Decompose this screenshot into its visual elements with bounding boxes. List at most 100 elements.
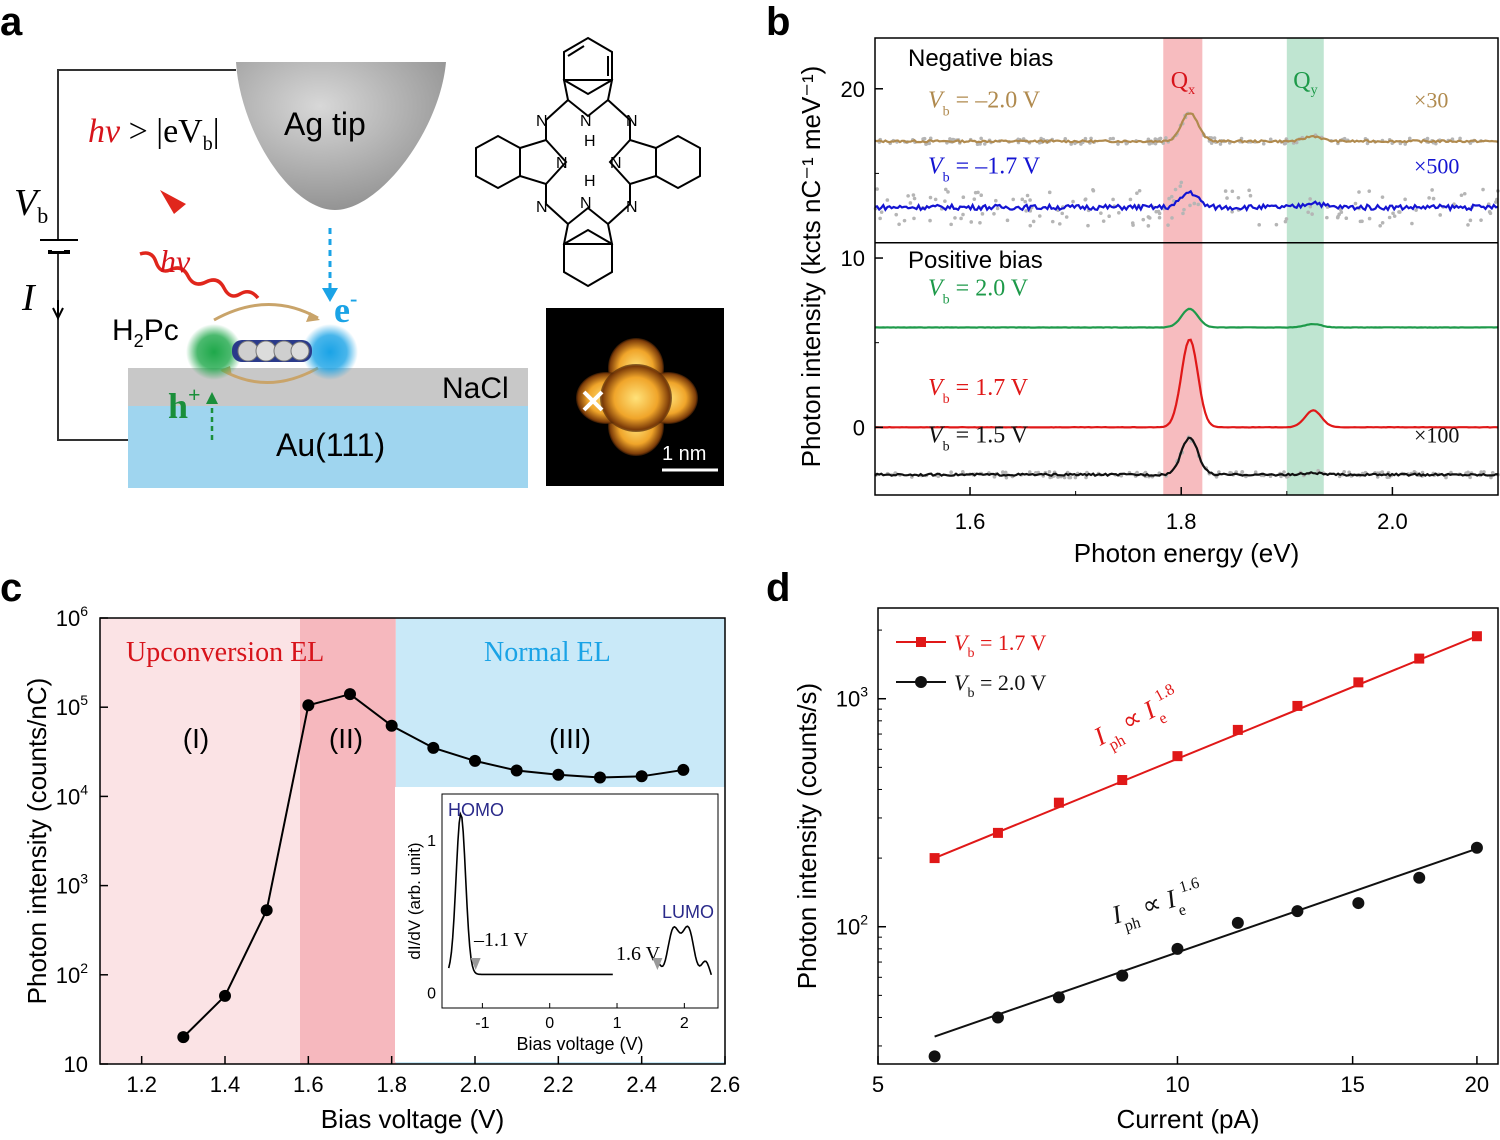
raw-point bbox=[980, 212, 985, 216]
raw-point bbox=[961, 212, 965, 217]
raw-point bbox=[1178, 184, 1183, 188]
raw-point bbox=[1028, 223, 1033, 228]
au-label: Au(111) bbox=[276, 427, 385, 463]
raw-point bbox=[1024, 209, 1028, 213]
tip-label: Ag tip bbox=[284, 106, 366, 142]
raw-point bbox=[943, 187, 948, 192]
raw-point bbox=[1164, 136, 1168, 140]
raw-point bbox=[894, 212, 899, 217]
raw-point bbox=[1357, 190, 1361, 194]
raw-point bbox=[1037, 214, 1042, 218]
data-point-circle bbox=[1291, 905, 1304, 918]
data-point-circle bbox=[1231, 916, 1244, 929]
raw-point bbox=[1196, 202, 1201, 207]
fit-annotation-1: Iph ∝ Ie1.6 bbox=[1107, 875, 1207, 938]
raw-point bbox=[1397, 210, 1401, 214]
raw-point bbox=[1004, 475, 1009, 480]
raw-point bbox=[1230, 189, 1235, 194]
data-point-circle bbox=[928, 1050, 941, 1063]
svg-text:H: H bbox=[584, 173, 596, 190]
tip-position-marker-icon bbox=[582, 390, 604, 412]
raw-point bbox=[1099, 211, 1103, 215]
raw-point bbox=[1057, 222, 1062, 226]
series-label-0: Vb = –2.0 V bbox=[928, 87, 1041, 119]
raw-point bbox=[1091, 187, 1095, 192]
x-tick-label: 2.0 bbox=[460, 1072, 491, 1097]
raw-point bbox=[1342, 470, 1346, 474]
data-point-circle bbox=[1413, 871, 1426, 884]
homo-arrow-icon bbox=[470, 958, 481, 970]
raw-point bbox=[1427, 196, 1431, 200]
raw-point bbox=[1146, 224, 1151, 228]
raw-point bbox=[1141, 217, 1146, 222]
raw-point bbox=[1225, 196, 1229, 200]
y-tick-label: 105 bbox=[56, 692, 88, 720]
raw-point bbox=[1283, 141, 1288, 146]
data-point bbox=[219, 989, 231, 1002]
raw-point bbox=[1111, 197, 1115, 202]
raw-point bbox=[1462, 191, 1467, 196]
plot-frame bbox=[877, 607, 1499, 1065]
raw-point bbox=[1268, 137, 1273, 142]
raw-point bbox=[1182, 207, 1186, 212]
raw-point bbox=[912, 216, 916, 221]
scale-bar-label: 1 nm bbox=[662, 443, 706, 465]
raw-point bbox=[1064, 215, 1069, 219]
molecule-model bbox=[232, 340, 312, 362]
panel-b-chart: Qx Qy Vb = –2.0 V ×30 Vb = –1.7 V ×500 Vb = 2.… bbox=[796, 37, 1500, 568]
svg-text:N: N bbox=[610, 155, 622, 172]
y-axis-label: Photon intensity (counts/nC) bbox=[22, 678, 52, 1005]
raw-point bbox=[1027, 470, 1032, 474]
series-scale-4: ×100 bbox=[1414, 423, 1459, 448]
svg-text:N: N bbox=[556, 155, 568, 172]
electron-label: e- bbox=[334, 286, 357, 330]
raw-point bbox=[1101, 219, 1106, 223]
raw-point bbox=[1468, 475, 1472, 480]
raw-point bbox=[1468, 218, 1473, 223]
hole-label: h+ bbox=[168, 382, 201, 426]
svg-text:N: N bbox=[626, 199, 638, 216]
raw-point bbox=[1430, 188, 1434, 192]
raw-point bbox=[1367, 189, 1372, 193]
raw-point bbox=[1282, 470, 1286, 474]
band-0 bbox=[1163, 38, 1203, 495]
region-id-III: (III) bbox=[549, 723, 591, 754]
raw-point bbox=[1148, 141, 1152, 146]
svg-text:N: N bbox=[536, 199, 548, 216]
section-label-positive: Positive bias bbox=[908, 247, 1043, 274]
inset-x-tick-label: 2 bbox=[680, 1015, 689, 1032]
raw-point bbox=[982, 142, 987, 146]
raw-point bbox=[1011, 197, 1016, 202]
raw-point bbox=[1083, 136, 1088, 141]
data-point-square bbox=[1292, 700, 1303, 711]
raw-point bbox=[1166, 223, 1170, 227]
raw-point bbox=[1107, 214, 1111, 219]
x-tick-label: 2.2 bbox=[543, 1072, 574, 1097]
svg-text:N: N bbox=[536, 113, 548, 130]
panel-c-chart: Upconversion EL Normal EL (I) (II) (III) -1 0 1… bbox=[22, 603, 740, 1134]
raw-point bbox=[928, 218, 932, 223]
y-tick-label: 10 bbox=[841, 246, 865, 271]
raw-point bbox=[906, 194, 910, 198]
raw-point bbox=[1089, 136, 1093, 141]
raw-point bbox=[1358, 219, 1363, 224]
raw-point bbox=[1108, 136, 1113, 141]
raw-point bbox=[1128, 197, 1133, 202]
inset-x-label: Bias voltage (V) bbox=[516, 1034, 643, 1054]
raw-point bbox=[948, 137, 952, 141]
current-label: I bbox=[21, 277, 37, 319]
panel-letter-c: c bbox=[0, 566, 23, 610]
svg-text:N: N bbox=[580, 195, 592, 212]
raw-point bbox=[1212, 136, 1217, 140]
inset-x-tick-label: 0 bbox=[545, 1015, 554, 1032]
data-point-circle bbox=[1352, 897, 1365, 910]
raw-point bbox=[1218, 142, 1223, 146]
raw-point bbox=[1466, 223, 1470, 227]
data-point-circle bbox=[1171, 942, 1184, 955]
raw-point bbox=[969, 220, 974, 224]
region-id-I: (I) bbox=[183, 723, 209, 754]
inset-homo-voltage: –1.1 V bbox=[473, 929, 529, 951]
raw-point bbox=[1479, 218, 1483, 222]
raw-point bbox=[1248, 193, 1253, 198]
stm-molecule-blob bbox=[576, 338, 698, 456]
